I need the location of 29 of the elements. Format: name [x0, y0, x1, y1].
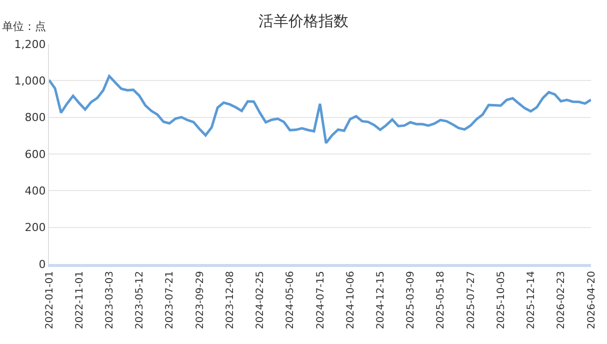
x-tick-label: 2026-02-23: [556, 271, 568, 330]
x-tick-label: 2024-10-06: [345, 271, 356, 330]
x-tick-label: 2024-02-25: [255, 271, 266, 330]
x-tick-label: 2022-11-01: [74, 271, 86, 330]
text: 单位：点: [2, 20, 46, 33]
x-tick-label: 2023-03-03: [104, 271, 116, 330]
x-tick-label: 2023-07-21: [164, 271, 176, 330]
line-series: [49, 74, 591, 144]
x-tick-label: 2025-12-14: [526, 271, 538, 330]
x-tick-label: 2023-12-08: [224, 271, 236, 330]
y-tick-label: 400: [24, 184, 46, 198]
y-tick-label: 1,000: [14, 74, 46, 88]
y-tick-label: 600: [24, 148, 46, 161]
x-tick-label: 2023-09-29: [194, 271, 206, 330]
y-tick-label: 800: [24, 111, 46, 124]
x-tick-label: 2026-04-20: [586, 271, 598, 330]
chart-title: 活羊价格指数: [258, 12, 348, 30]
x-tick-label: 2024-05-06: [285, 271, 296, 330]
x-tick-label: 2023-05-12: [134, 271, 146, 330]
x-tick-label: 2025-03-09: [406, 271, 417, 330]
x-tick-label: 2022-01-01: [44, 271, 56, 330]
y-tick-label: 0: [38, 258, 46, 271]
x-tick-label: 2025-10-05: [496, 271, 507, 330]
x-tick-label: 2025-05-18: [436, 271, 447, 330]
x-tick-label: 2025-07-27: [466, 271, 477, 330]
x-tick-label: 2024-12-15: [375, 271, 386, 330]
y-tick-label: 1,200: [14, 38, 46, 51]
y-tick-label: 200: [24, 221, 46, 234]
x-tick-label: 2024-07-15: [315, 271, 326, 330]
